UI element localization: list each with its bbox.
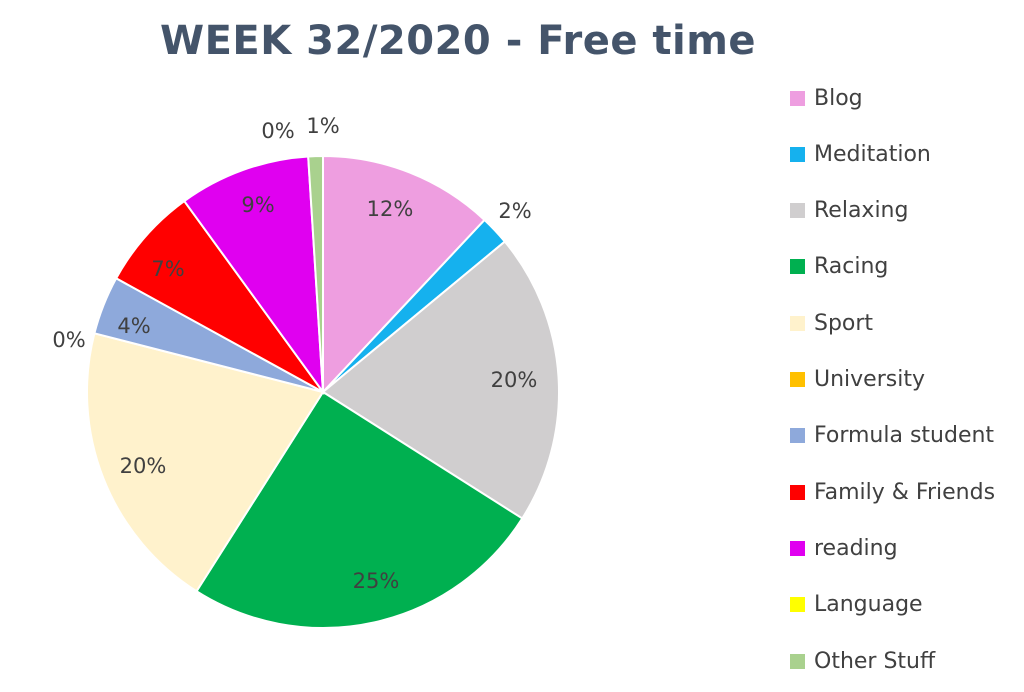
legend-label: Racing bbox=[814, 254, 889, 280]
pie-slice-reading bbox=[182, 155, 325, 396]
legend-label: Language bbox=[814, 592, 923, 618]
slice-label-racing: 25% bbox=[353, 569, 400, 593]
slice-label-university: 0% bbox=[52, 328, 85, 352]
legend-item-blog: Blog bbox=[790, 82, 863, 114]
legend-label: Meditation bbox=[814, 141, 931, 167]
legend-swatch bbox=[790, 484, 805, 500]
legend-label: Family & Friends bbox=[814, 479, 996, 505]
legend-item-sport: Sport bbox=[790, 307, 873, 339]
legend-item-formula-student: Formula student bbox=[790, 420, 994, 452]
pie-slice-blog bbox=[322, 154, 486, 395]
slice-label-sport: 20% bbox=[120, 454, 167, 478]
legend-swatch bbox=[790, 203, 805, 219]
slice-label-family-friends: 7% bbox=[151, 257, 184, 281]
legend-label: Relaxing bbox=[814, 198, 909, 224]
pie-slice-relaxing bbox=[321, 240, 560, 520]
legend-item-university: University bbox=[790, 364, 925, 396]
slice-label-formula-student: 4% bbox=[117, 314, 150, 338]
slice-label-language: 0% bbox=[261, 119, 294, 143]
legend-item-other-stuff: Other Stuff bbox=[790, 645, 935, 677]
slice-label-blog: 12% bbox=[367, 197, 414, 221]
legend-item-relaxing: Relaxing bbox=[790, 195, 908, 227]
legend-swatch bbox=[790, 146, 805, 162]
slice-labels: 12% 2% 20% 25% 20% 0% 4% 7% 9% 0% 1% bbox=[52, 114, 537, 593]
pie-slices bbox=[86, 154, 560, 629]
legend-item-meditation: Meditation bbox=[790, 138, 931, 170]
legend-swatch bbox=[790, 90, 805, 106]
legend-label: University bbox=[814, 367, 925, 392]
legend-swatch bbox=[790, 540, 805, 556]
legend-item-language: Language bbox=[790, 589, 923, 621]
slice-label-meditation: 2% bbox=[498, 199, 531, 223]
legend-swatch bbox=[790, 653, 805, 669]
slice-label-relaxing: 20% bbox=[491, 368, 538, 392]
legend-swatch bbox=[790, 597, 805, 613]
slice-label-other-stuff: 1% bbox=[306, 114, 339, 138]
pie-slice-racing bbox=[195, 390, 524, 629]
legend-label: Formula student bbox=[814, 423, 995, 449]
legend-label: reading bbox=[814, 535, 898, 561]
legend-item-racing: Racing bbox=[790, 251, 888, 283]
pie-chart: 12% 2% 20% 25% 20% 0% 4% 7% 9% 0% 1% bbox=[52, 114, 560, 629]
legend-label: Other Stuff bbox=[814, 648, 936, 674]
legend-swatch bbox=[790, 372, 805, 387]
pie-slice-sport bbox=[86, 332, 325, 593]
legend-swatch bbox=[790, 315, 805, 331]
pie-slice-other-stuff bbox=[307, 154, 324, 393]
legend-label: Blog bbox=[814, 85, 863, 111]
legend-swatch bbox=[790, 259, 805, 275]
chart-title: WEEK 32/2020 - Free time bbox=[159, 18, 757, 64]
legend-item-reading: reading bbox=[790, 532, 898, 564]
legend-item-family-friends: Family & Friends bbox=[790, 476, 995, 508]
pie-slice-family-friends bbox=[114, 199, 324, 393]
legend-swatch bbox=[790, 428, 805, 444]
slice-label-reading: 9% bbox=[241, 193, 274, 217]
legend-label: Sport bbox=[814, 310, 874, 336]
